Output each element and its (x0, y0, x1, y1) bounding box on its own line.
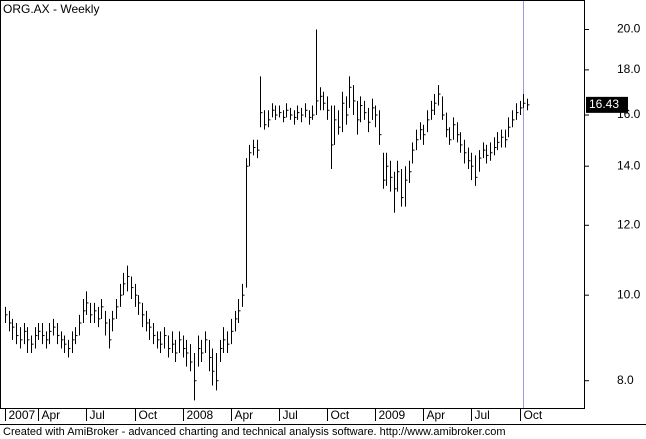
y-tick-label: 10.0 (617, 287, 641, 301)
x-tick-label: Jul (283, 408, 298, 422)
last-price-label: 16.43 (589, 97, 619, 111)
x-tick-label: Oct (524, 408, 543, 422)
y-tick-label: 12.0 (617, 217, 641, 231)
y-tick-label: 18.0 (617, 62, 641, 76)
x-tick-label: Apr (42, 408, 61, 422)
x-tick-label: Apr (235, 408, 254, 422)
x-tick-label: 2007 (9, 408, 36, 422)
footer: Created with AmiBroker - advanced charti… (3, 426, 506, 438)
last-price-box (586, 96, 628, 113)
x-tick-label: 2009 (379, 408, 406, 422)
y-tick-label: 8.0 (617, 373, 634, 387)
x-tick-label: 2008 (187, 408, 214, 422)
x-tick-label: Jul (475, 408, 490, 422)
y-tick-label: 14.0 (617, 158, 641, 172)
x-tick-label: Oct (139, 408, 158, 422)
x-tick-label: Apr (427, 408, 446, 422)
x-tick-label: Jul (90, 408, 105, 422)
chart-title: ORG.AX - Weekly (3, 2, 99, 16)
x-tick-label: Oct (331, 408, 350, 422)
y-tick-label: 20.0 (617, 22, 641, 36)
plot-frame (0, 0, 585, 409)
